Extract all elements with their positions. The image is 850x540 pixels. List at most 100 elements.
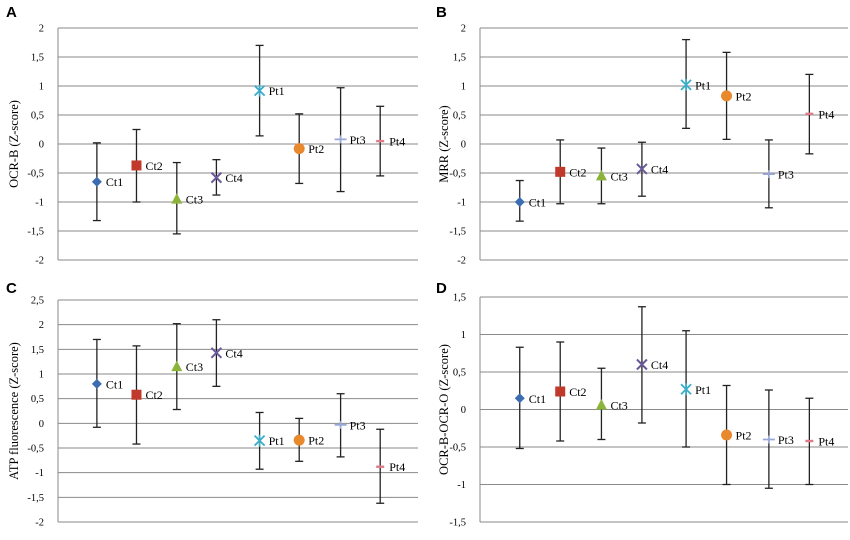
y-tick-label: 1,5 (453, 293, 466, 304)
diamond-marker (91, 378, 102, 389)
star-marker (253, 434, 266, 447)
y-tick-label: 2 (39, 24, 44, 35)
point-label: Ct4 (225, 171, 242, 185)
star-marker (253, 84, 266, 97)
circle-marker (721, 90, 733, 102)
data-point-pt1: Pt1 (253, 411, 285, 470)
circle-marker (293, 143, 305, 155)
point-label: Ct2 (145, 388, 162, 402)
data-point-ct3: Ct3 (595, 367, 628, 441)
point-label: Pt4 (389, 460, 405, 474)
point-label: Pt4 (389, 135, 405, 149)
y-tick-label: 0,5 (453, 368, 466, 379)
y-axis-label: OCR-B-OCR-O (Z-score) (437, 344, 451, 475)
circle-marker (721, 429, 733, 441)
data-point-pt4: Pt4 (805, 397, 834, 486)
panel-letter: A (6, 4, 17, 21)
y-tick-label: -1 (35, 198, 44, 209)
y-axis-label: MRR (Z-score) (437, 105, 451, 182)
point-label: Pt3 (778, 433, 794, 447)
data-point-pt3: Pt3 (762, 139, 794, 209)
y-tick-label: 0,5 (453, 111, 466, 122)
star-marker (680, 383, 692, 396)
point-label: Ct1 (106, 377, 123, 391)
point-label: Pt3 (778, 168, 794, 182)
point-label: Pt3 (350, 418, 366, 432)
y-tick-label: -2 (35, 256, 44, 267)
triangle-marker (595, 399, 607, 410)
y-tick-label: 1 (461, 330, 466, 341)
y-tick-label: 1,5 (31, 53, 44, 64)
y-tick-label: -1 (35, 468, 44, 479)
triangle-marker (595, 169, 607, 181)
panel-a: A 2 1,5 1 0,5 0 -0,5 -1 -1,5 -2 OCR-B (Z-score) Ct… (6, 4, 418, 267)
data-point-ct2: Ct2 (555, 341, 587, 442)
point-label: Ct3 (186, 193, 203, 207)
data-point-ct1: Ct1 (514, 346, 546, 450)
point-label: Pt1 (695, 383, 711, 397)
data-point-pt4: Pt4 (376, 428, 405, 504)
point-label: Pt1 (269, 434, 285, 448)
data-point-ct4: Ct4 (636, 141, 668, 197)
y-tick-label: -2 (35, 518, 44, 529)
point-label: Pt4 (818, 107, 834, 121)
point-label: Ct3 (610, 399, 627, 413)
diamond-marker (91, 176, 102, 187)
point-label: Ct4 (225, 346, 242, 360)
y-tick-label: 2 (461, 24, 466, 35)
data-point-pt2: Pt2 (293, 113, 324, 185)
point-label: Pt2 (308, 142, 324, 156)
x-marker (210, 347, 223, 359)
data-point-ct2: Ct2 (131, 345, 163, 445)
square-marker (555, 166, 566, 177)
panel-c: C 2,5 2 1,5 1 0,5 0 -0,5 -1 -1,5 -2 ATP fluorescen… (6, 280, 418, 529)
y-tick-label: 1 (461, 82, 466, 93)
point-label: Ct1 (529, 392, 546, 406)
y-tick-label: -1 (457, 480, 466, 491)
y-tick-label: 0,5 (31, 111, 44, 122)
diamond-marker (514, 197, 525, 207)
point-label: Ct1 (529, 196, 546, 210)
data-point-ct3: Ct3 (171, 161, 203, 235)
y-axis-label: OCR-B (Z-score) (7, 100, 21, 188)
square-marker (131, 389, 142, 400)
data-point-ct4: Ct4 (636, 306, 668, 424)
diamond-marker (514, 393, 525, 404)
point-label: Pt4 (818, 435, 834, 449)
data-point-pt2: Pt2 (293, 417, 324, 462)
y-tick-label: -1,5 (27, 493, 44, 504)
panel-b: B 2 1,5 1 0,5 0 -0,5 -1 -1,5 -2 MRR (Z-score) Ct1 C… (436, 4, 848, 267)
data-point-ct1: Ct1 (91, 142, 123, 222)
x-marker (636, 358, 648, 371)
y-tick-label: -2 (457, 256, 466, 267)
data-point-ct4: Ct4 (210, 319, 243, 387)
plus-marker (762, 435, 775, 444)
data-point-ct4: Ct4 (210, 159, 243, 196)
point-label: Ct1 (106, 175, 123, 189)
data-point-pt1: Pt1 (680, 330, 711, 448)
point-label: Pt2 (736, 429, 752, 443)
point-label: Ct4 (651, 358, 668, 372)
x-marker (210, 171, 223, 184)
y-tick-label: -0,5 (27, 444, 44, 455)
data-point-pt3: Pt3 (334, 393, 366, 458)
y-tick-label: 0 (39, 140, 44, 151)
plus-marker (334, 135, 347, 144)
point-label: Ct3 (186, 360, 203, 374)
y-tick-label: -1,5 (449, 518, 466, 529)
y-tick-label: 2 (39, 320, 44, 331)
triangle-marker (171, 193, 183, 204)
point-label: Ct2 (569, 385, 586, 399)
point-label: Ct3 (610, 169, 627, 183)
data-point-ct3: Ct3 (595, 147, 628, 205)
plus-marker (334, 420, 347, 429)
data-point-pt1: Pt1 (680, 38, 711, 129)
data-point-pt4: Pt4 (805, 73, 834, 155)
data-point-ct1: Ct1 (91, 338, 123, 428)
y-tick-label: -1 (457, 198, 466, 209)
data-point-pt3: Pt3 (762, 389, 794, 489)
square-marker (131, 160, 142, 171)
star-marker (680, 78, 692, 91)
panel-letter: C (6, 280, 17, 297)
